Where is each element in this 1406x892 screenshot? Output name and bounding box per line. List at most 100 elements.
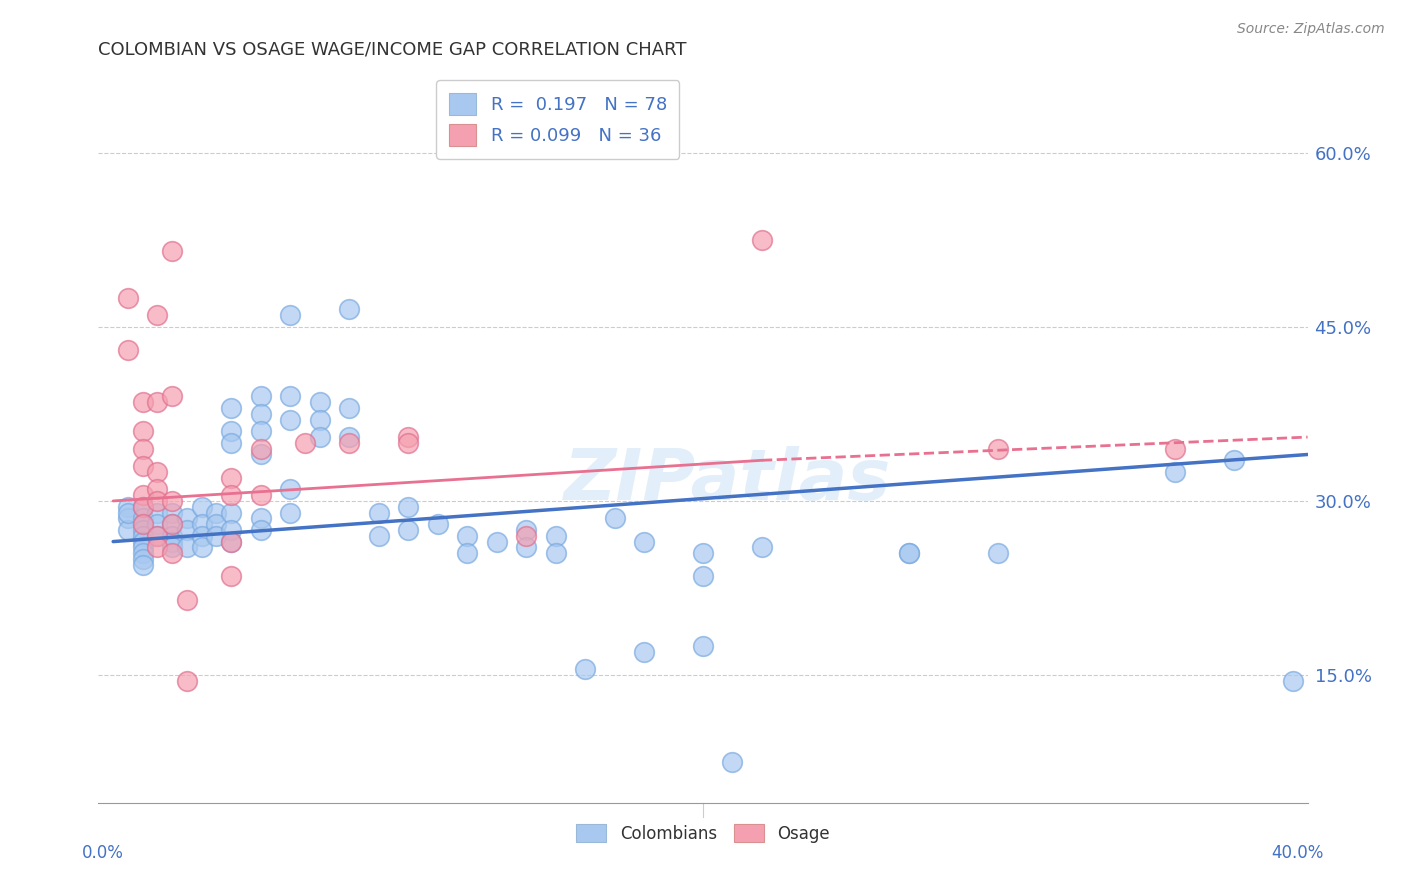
Point bbox=[176, 541, 198, 555]
Point bbox=[278, 506, 301, 520]
Point bbox=[160, 244, 183, 259]
Point bbox=[456, 546, 478, 560]
Point bbox=[1164, 465, 1187, 479]
Point bbox=[219, 506, 242, 520]
Point bbox=[219, 401, 242, 415]
Point bbox=[131, 500, 153, 514]
Point bbox=[160, 546, 183, 560]
Point bbox=[396, 436, 419, 450]
Point bbox=[146, 494, 169, 508]
Point bbox=[146, 529, 169, 543]
Point bbox=[117, 291, 139, 305]
Point bbox=[898, 546, 921, 560]
Point bbox=[219, 436, 242, 450]
Text: ZIPatlas: ZIPatlas bbox=[564, 447, 891, 516]
Point bbox=[176, 592, 198, 607]
Point bbox=[131, 534, 153, 549]
Point bbox=[131, 517, 153, 532]
Point bbox=[146, 308, 169, 322]
Point bbox=[515, 529, 537, 543]
Point bbox=[249, 424, 271, 438]
Point bbox=[337, 436, 360, 450]
Point bbox=[515, 523, 537, 537]
Point bbox=[131, 500, 153, 514]
Point bbox=[249, 488, 271, 502]
Legend: Colombians, Osage: Colombians, Osage bbox=[569, 818, 837, 849]
Point bbox=[131, 546, 153, 560]
Point bbox=[219, 523, 242, 537]
Text: 40.0%: 40.0% bbox=[1271, 844, 1324, 862]
Point bbox=[337, 430, 360, 444]
Point bbox=[146, 483, 169, 497]
Point bbox=[160, 517, 183, 532]
Point bbox=[574, 662, 596, 676]
Point bbox=[1282, 673, 1305, 688]
Point bbox=[987, 442, 1010, 456]
Point bbox=[249, 389, 271, 403]
Point bbox=[633, 534, 655, 549]
Point bbox=[249, 511, 271, 525]
Point bbox=[219, 534, 242, 549]
Point bbox=[515, 541, 537, 555]
Point bbox=[117, 523, 139, 537]
Point bbox=[219, 569, 242, 583]
Point bbox=[131, 442, 153, 456]
Point bbox=[219, 424, 242, 438]
Point bbox=[131, 541, 153, 555]
Point bbox=[205, 529, 228, 543]
Point bbox=[278, 412, 301, 426]
Point bbox=[367, 506, 389, 520]
Point bbox=[396, 430, 419, 444]
Point bbox=[146, 541, 169, 555]
Text: Source: ZipAtlas.com: Source: ZipAtlas.com bbox=[1237, 22, 1385, 37]
Point bbox=[249, 523, 271, 537]
Point bbox=[219, 534, 242, 549]
Point bbox=[396, 523, 419, 537]
Text: COLOMBIAN VS OSAGE WAGE/INCOME GAP CORRELATION CHART: COLOMBIAN VS OSAGE WAGE/INCOME GAP CORRE… bbox=[98, 41, 688, 59]
Point bbox=[160, 541, 183, 555]
Point bbox=[249, 407, 271, 421]
Point bbox=[160, 494, 183, 508]
Point bbox=[249, 448, 271, 462]
Point bbox=[117, 500, 139, 514]
Point bbox=[176, 523, 198, 537]
Point bbox=[131, 558, 153, 572]
Text: 0.0%: 0.0% bbox=[82, 844, 124, 862]
Point bbox=[190, 541, 212, 555]
Point bbox=[131, 488, 153, 502]
Point bbox=[131, 459, 153, 474]
Point bbox=[544, 529, 567, 543]
Point bbox=[456, 529, 478, 543]
Point bbox=[219, 471, 242, 485]
Point bbox=[190, 500, 212, 514]
Point bbox=[751, 541, 773, 555]
Point bbox=[633, 645, 655, 659]
Point bbox=[308, 430, 330, 444]
Point bbox=[308, 412, 330, 426]
Point bbox=[176, 511, 198, 525]
Point bbox=[544, 546, 567, 560]
Point bbox=[146, 529, 169, 543]
Point bbox=[426, 517, 449, 532]
Point bbox=[294, 436, 316, 450]
Point bbox=[278, 389, 301, 403]
Point bbox=[337, 302, 360, 317]
Point bbox=[131, 517, 153, 532]
Point bbox=[131, 511, 153, 525]
Point bbox=[117, 511, 139, 525]
Point bbox=[721, 755, 744, 769]
Point bbox=[205, 506, 228, 520]
Point bbox=[146, 506, 169, 520]
Point bbox=[278, 483, 301, 497]
Point bbox=[692, 546, 714, 560]
Point bbox=[160, 506, 183, 520]
Point bbox=[131, 529, 153, 543]
Point bbox=[485, 534, 508, 549]
Point bbox=[117, 506, 139, 520]
Point bbox=[603, 511, 626, 525]
Point bbox=[396, 500, 419, 514]
Point bbox=[308, 395, 330, 409]
Point bbox=[176, 673, 198, 688]
Point bbox=[131, 552, 153, 566]
Point bbox=[160, 529, 183, 543]
